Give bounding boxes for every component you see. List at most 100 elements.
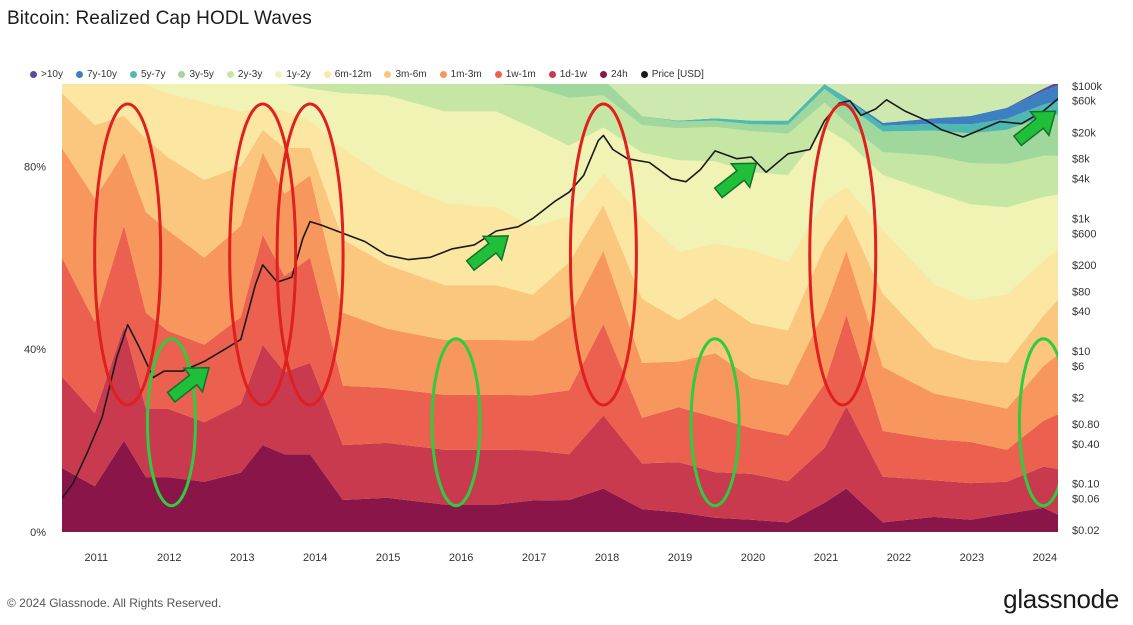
plot-area [62, 84, 1058, 532]
x-tick-label: 2015 [376, 552, 400, 564]
red-ellipse-annotation [568, 102, 638, 407]
green-ellipse-annotation [1017, 337, 1058, 508]
legend-label: 7y-10y [86, 68, 117, 80]
area-5y-7y [445, 84, 1058, 134]
y-right-tick-label: $0.80 [1072, 419, 1100, 431]
chart-legend: >10y 7y-10y 5y-7y 3y-5y 2y-3y 1y-2y 6m-12m 3m-6… [30, 67, 717, 81]
y-left-tick-label: 0% [30, 527, 46, 539]
area-24h [62, 440, 1058, 532]
x-tick-label: 2019 [668, 552, 692, 564]
legend-label: 6m-12m [334, 68, 372, 80]
area-1y-2y [124, 84, 1058, 301]
green-arrow-annotation [465, 235, 510, 272]
x-tick-label: 2022 [887, 552, 911, 564]
y-right-tick-label: $0.02 [1072, 525, 1100, 537]
area-1w-1m [62, 225, 1058, 484]
legend-label: 1m-3m [450, 68, 482, 80]
red-ellipse-annotation [93, 102, 163, 407]
legend-item[interactable]: Price [USD] [640, 68, 704, 80]
legend-label: 5y-7y [140, 68, 166, 80]
y-right-tick-label: $200 [1072, 260, 1096, 272]
legend-item[interactable]: 5y-7y [129, 68, 166, 80]
area-3m-6m [62, 93, 1058, 409]
x-tick-label: 2020 [741, 552, 765, 564]
x-tick-label: 2021 [814, 552, 838, 564]
legend-label: Price [USD] [651, 68, 704, 80]
legend-item[interactable]: 3m-6m [384, 68, 427, 80]
legend-item[interactable]: 1y-2y [275, 68, 311, 80]
green-arrow-annotation [166, 366, 210, 404]
y-right-tick-label: $80 [1072, 286, 1090, 298]
y-right-tick-label: $40 [1072, 306, 1090, 318]
legend-swatch [226, 70, 234, 78]
y-right-tick-label: $8k [1072, 154, 1090, 166]
legend-swatch [129, 70, 137, 78]
legend-swatch [439, 70, 447, 78]
legend-swatch [75, 70, 83, 78]
x-tick-label: 2017 [522, 552, 546, 564]
legend-item[interactable]: 1w-1m [494, 68, 536, 80]
green-ellipse-annotation [145, 337, 197, 508]
area-1d-1w [62, 326, 1058, 523]
y-right-tick-label: $0.10 [1072, 479, 1100, 491]
area-2y-3y [284, 84, 1058, 208]
legend-item[interactable]: 3y-5y [178, 68, 214, 80]
area-1m-3m [62, 148, 1058, 450]
legend-swatch [640, 70, 648, 78]
copyright-text: © 2024 Glassnode. All Rights Reserved. [7, 596, 222, 610]
glassnode-logo: glassnode [1003, 584, 1119, 614]
legend-swatch [494, 70, 502, 78]
annotations [93, 102, 1058, 508]
legend-label: 24h [611, 68, 628, 80]
y-right-tick-label: $60k [1072, 96, 1096, 108]
legend-label: 1d-1w [559, 68, 587, 80]
y-right-tick-label: $6 [1072, 361, 1084, 373]
legend-item[interactable]: 6m-12m [323, 68, 372, 80]
y-right-tick-label: $10 [1072, 346, 1090, 358]
chart-title: Bitcoin: Realized Cap HODL Waves [7, 8, 312, 29]
legend-swatch [30, 70, 37, 78]
x-tick-label: 2013 [230, 552, 254, 564]
y-left-tick-label: 40% [24, 344, 46, 356]
legend-swatch [384, 70, 392, 78]
legend-item[interactable]: >10y [30, 69, 63, 80]
y-left-tick-label: 80% [24, 161, 46, 173]
legend-swatch [178, 70, 186, 78]
price-line [62, 98, 1058, 499]
green-ellipse-annotation [430, 337, 482, 508]
x-tick-label: 2024 [1033, 552, 1057, 564]
legend-label: 3m-6m [395, 68, 427, 80]
y-right-tick-label: $0.40 [1072, 439, 1100, 451]
legend-label: 3y-5y [189, 68, 214, 80]
y-right-tick-label: $600 [1072, 228, 1096, 240]
y-right-tick-label: $1k [1072, 214, 1090, 226]
legend-swatch [275, 70, 283, 78]
x-tick-label: 2012 [157, 552, 181, 564]
x-tick-label: 2016 [449, 552, 473, 564]
x-tick-label: 2023 [960, 552, 984, 564]
legend-swatch [548, 70, 556, 78]
legend-item[interactable]: 24h [600, 69, 628, 80]
x-tick-label: 2011 [84, 552, 108, 564]
legend-item[interactable]: 1m-3m [439, 68, 482, 80]
green-arrow-annotation [1012, 110, 1057, 147]
y-right-tick-label: $2 [1072, 392, 1084, 404]
x-tick-label: 2014 [303, 552, 327, 564]
legend-swatch [600, 70, 607, 78]
red-ellipse-annotation [275, 102, 345, 407]
red-ellipse-annotation [228, 102, 298, 407]
y-right-tick-label: $4k [1072, 174, 1090, 186]
area-remaining [62, 84, 1058, 123]
legend-label: 1y-2y [286, 68, 311, 80]
legend-label: 1w-1m [505, 68, 536, 80]
legend-label: 2y-3y [237, 68, 263, 80]
y-right-tick-label: $20k [1072, 127, 1096, 139]
legend-item[interactable]: 7y-10y [75, 68, 117, 80]
legend-item[interactable]: 1d-1w [548, 68, 587, 80]
red-ellipse-annotation [808, 102, 878, 407]
area-6m-12m [62, 84, 1058, 363]
legend-item[interactable]: 2y-3y [226, 68, 263, 80]
legend-swatch [323, 70, 331, 78]
x-tick-label: 2018 [595, 552, 619, 564]
